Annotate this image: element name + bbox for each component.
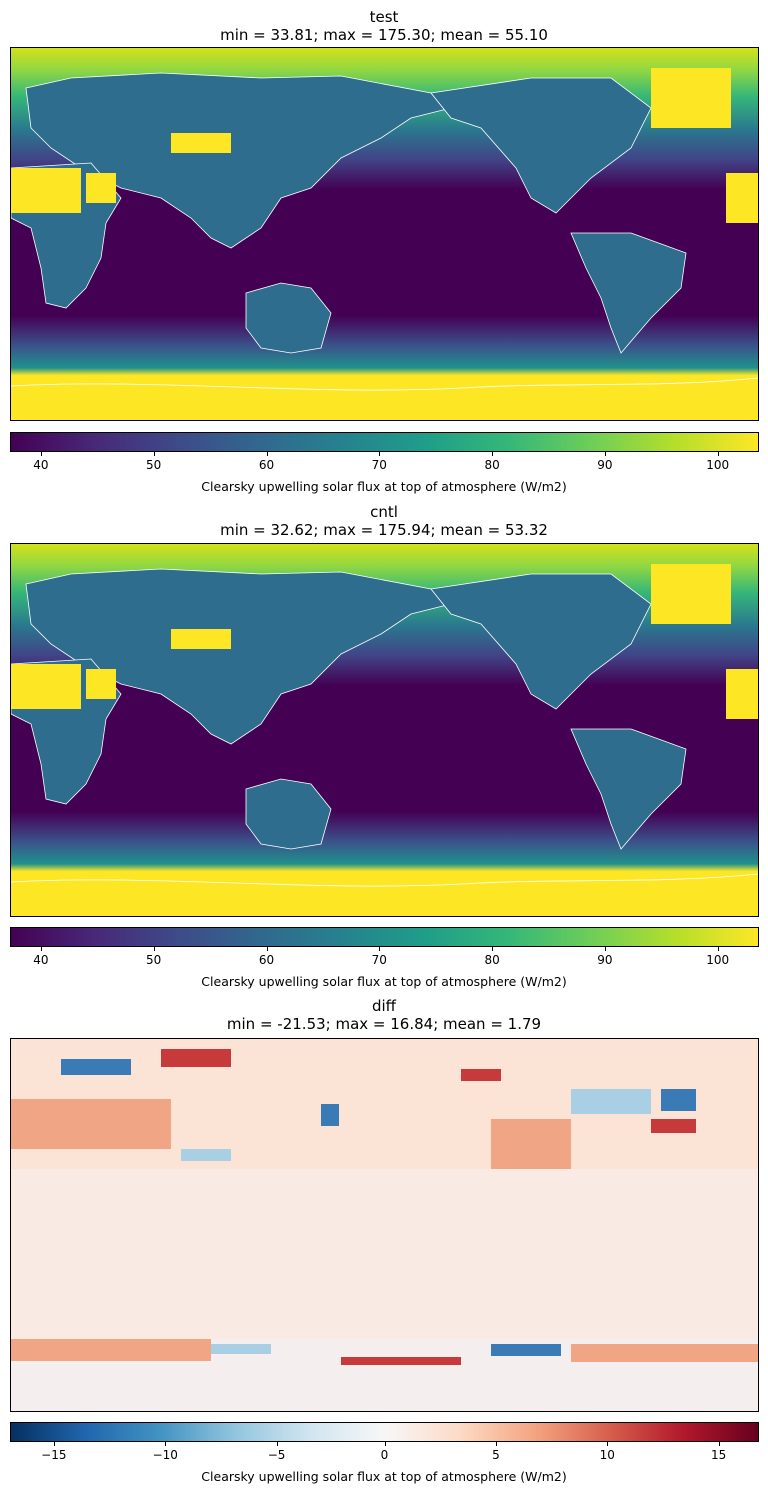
warm-anomaly	[161, 1049, 231, 1067]
warm-anomaly	[651, 1119, 696, 1133]
map-test	[10, 47, 759, 421]
greenland-region	[651, 564, 731, 624]
sahara-region	[11, 168, 81, 213]
panel-stats: min = 33.81; max = 175.30; mean = 55.10	[220, 26, 548, 44]
tick-label: 50	[146, 458, 162, 472]
panel-stats: min = 32.62; max = 175.94; mean = 53.32	[220, 521, 548, 539]
map-cntl	[10, 543, 759, 917]
tick-label: 100	[706, 953, 730, 967]
cool-anomaly	[491, 1344, 561, 1356]
greenland-region	[651, 68, 731, 128]
sahara-region	[11, 664, 81, 709]
tick-label: 80	[484, 953, 500, 967]
tick-label: 70	[371, 458, 387, 472]
warm-anomaly	[461, 1069, 501, 1081]
tick-label: 60	[258, 953, 275, 967]
south-america-landmass	[570, 728, 687, 850]
colorbar-ticks: −15 −10 −5 0 5 10 15	[10, 1442, 759, 1462]
panel-title: test	[369, 8, 399, 26]
panel-title: diff	[371, 997, 397, 1015]
tick-label: 0	[380, 1448, 389, 1462]
mild-cool-anomaly	[211, 1344, 271, 1354]
arabia-region	[86, 173, 116, 203]
tick-label: 90	[597, 458, 613, 472]
tropical-band	[11, 1169, 758, 1339]
tick-label: 40	[33, 458, 49, 472]
australia-landmass	[245, 778, 332, 850]
colorbar-ticks: 40 50 60 70 80 90 100	[10, 452, 759, 472]
tick-label: 80	[484, 458, 500, 472]
colorbar-label: Clearsky upwelling solar flux at top of …	[201, 1469, 567, 1484]
tick-label: 100	[706, 458, 730, 472]
panel-stats: min = -21.53; max = 16.84; mean = 1.79	[226, 1015, 542, 1033]
warm-anomaly	[341, 1357, 461, 1365]
tick-label: 40	[33, 953, 49, 967]
colorbar-diff	[10, 1422, 759, 1442]
tick-label: 10	[599, 1448, 615, 1462]
mild-cool-anomaly	[571, 1089, 651, 1114]
mild-cool-anomaly	[181, 1149, 231, 1161]
map-diff	[10, 1038, 759, 1412]
tick-label: −5	[267, 1448, 286, 1462]
tick-label: 70	[371, 953, 387, 967]
tick-label: −15	[41, 1448, 67, 1462]
colorbar-cntl	[10, 927, 759, 947]
tick-label: 60	[258, 458, 275, 472]
tick-label: −10	[152, 1448, 178, 1462]
mild-warm-anomaly	[491, 1119, 571, 1169]
tick-label: 90	[597, 953, 613, 967]
colorbar-ticks: 40 50 60 70 80 90 100	[10, 947, 759, 967]
mild-warm-anomaly	[11, 1339, 211, 1361]
taklamakan-region	[171, 133, 231, 153]
tick-label: 5	[492, 1448, 500, 1462]
mild-warm-anomaly	[571, 1344, 758, 1362]
cool-anomaly	[61, 1059, 131, 1075]
colorbar-label: Clearsky upwelling solar flux at top of …	[201, 974, 567, 989]
australia-landmass	[245, 282, 332, 354]
antarctic-coast	[11, 873, 758, 887]
west-sahara-region	[726, 173, 758, 223]
panel-title: cntl	[370, 503, 398, 521]
antarctic-coast	[11, 377, 758, 391]
mild-warm-anomaly	[11, 1099, 171, 1149]
colorbar-test	[10, 432, 759, 452]
north-america-landmass	[430, 573, 652, 710]
tick-label: 15	[711, 1448, 727, 1462]
cool-anomaly	[321, 1104, 339, 1126]
south-america-landmass	[570, 232, 687, 354]
arabia-region	[86, 669, 116, 699]
tick-label: 50	[146, 953, 162, 967]
colorbar-label: Clearsky upwelling solar flux at top of …	[201, 479, 567, 494]
north-america-landmass	[430, 77, 652, 214]
west-sahara-region	[726, 669, 758, 719]
taklamakan-region	[171, 629, 231, 649]
cool-anomaly	[661, 1089, 696, 1111]
